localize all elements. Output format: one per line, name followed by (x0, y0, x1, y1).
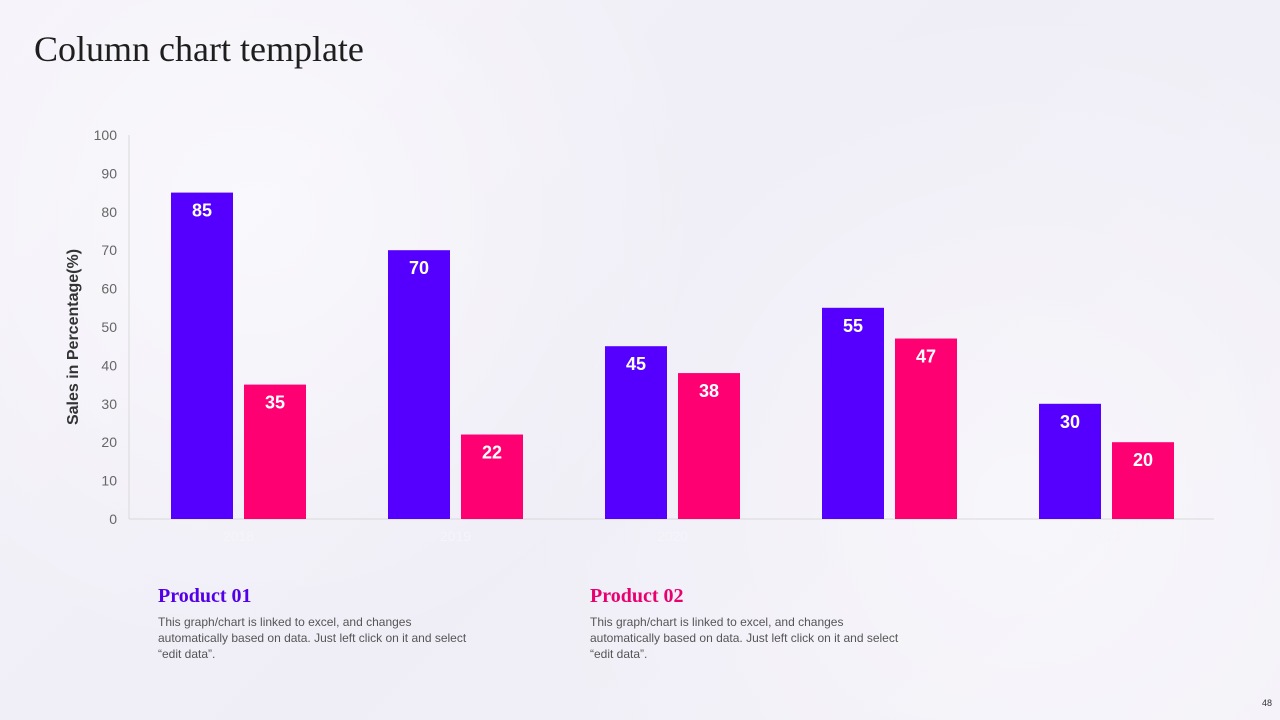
data-label: 85 (192, 201, 212, 221)
y-tick-label: 0 (109, 511, 117, 527)
bar-product-02-2022 (1112, 442, 1174, 519)
y-tick-label: 10 (101, 473, 117, 489)
bar-product-02-2018 (244, 384, 306, 519)
chart-bars (171, 192, 1174, 519)
data-label: 45 (626, 354, 646, 374)
bar-product-01-2022 (1039, 403, 1101, 519)
data-label: 22 (482, 443, 502, 463)
x-tick-label: 2020 (657, 528, 688, 544)
bar-product-01-2019 (388, 250, 450, 519)
y-tick-label: 90 (101, 165, 117, 181)
data-label: 35 (265, 393, 285, 413)
x-tick-label: 2021 (874, 528, 905, 544)
chart-data-labels: 85 35 70 22 45 38 55 47 30 20 (192, 201, 1153, 471)
legend-description-product-01: This graph/chart is linked to excel, and… (158, 615, 467, 661)
x-tick-label: 2019 (440, 528, 471, 544)
y-tick-label: 40 (101, 357, 117, 373)
legend-title-product-02: Product 02 (590, 585, 684, 607)
data-label: 30 (1060, 412, 1080, 432)
bar-product-02-2019 (461, 434, 523, 519)
slide-title: Column chart template (34, 29, 364, 69)
page-number: 48 (1261, 698, 1272, 708)
y-tick-label: 80 (101, 204, 117, 220)
chart-axes: 0 10 20 30 40 50 60 70 80 90 100 Sales in Percentag… (65, 127, 1214, 544)
y-tick-label: 50 (101, 319, 117, 335)
data-label: 38 (699, 381, 719, 401)
data-label: 47 (916, 347, 936, 367)
x-tick-label: 2022 (1091, 528, 1122, 544)
bar-product-02-2021 (895, 338, 957, 519)
bar-product-02-2020 (678, 373, 740, 519)
legend-title-product-01: Product 01 (158, 585, 252, 607)
data-label: 70 (409, 258, 429, 278)
y-axis-label: Sales in Percentage(%) (65, 249, 82, 425)
y-tick-label: 70 (101, 242, 117, 258)
legend-product-01: Product 01 This graph/chart is linked to… (158, 585, 478, 662)
column-chart: 0 10 20 30 40 50 60 70 80 90 100 Sales in Percentag… (65, 127, 1214, 544)
y-tick-label: 30 (101, 396, 117, 412)
bar-product-01-2020 (605, 346, 667, 519)
y-tick-label: 20 (101, 434, 117, 450)
x-tick-label: 2018 (223, 528, 254, 544)
legend-product-02: Product 02 This graph/chart is linked to… (590, 585, 910, 662)
bar-product-01-2018 (171, 192, 233, 519)
data-label: 55 (843, 316, 863, 336)
data-label: 20 (1133, 450, 1153, 470)
bar-product-01-2021 (822, 307, 884, 519)
y-tick-label: 60 (101, 281, 117, 297)
legend-description-product-02: This graph/chart is linked to excel, and… (590, 615, 899, 661)
y-tick-label: 100 (94, 127, 118, 143)
